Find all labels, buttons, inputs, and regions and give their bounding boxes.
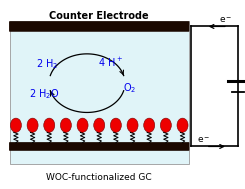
Ellipse shape: [127, 118, 138, 132]
Ellipse shape: [44, 118, 55, 132]
Ellipse shape: [160, 118, 171, 132]
Text: e$^-$: e$^-$: [219, 15, 232, 25]
Text: Counter Electrode: Counter Electrode: [49, 11, 149, 21]
Text: 4 H$^+$: 4 H$^+$: [98, 56, 123, 69]
Text: WOC-functionalized GC: WOC-functionalized GC: [46, 173, 152, 182]
Text: 2 H$_2$O: 2 H$_2$O: [29, 88, 60, 101]
Ellipse shape: [110, 118, 121, 132]
Text: O$_2$: O$_2$: [122, 81, 136, 95]
Ellipse shape: [94, 118, 105, 132]
Ellipse shape: [60, 118, 72, 132]
Bar: [10, 21, 189, 164]
FancyBboxPatch shape: [9, 142, 189, 151]
Ellipse shape: [144, 118, 155, 132]
Ellipse shape: [27, 118, 38, 132]
Ellipse shape: [77, 118, 88, 132]
Ellipse shape: [10, 118, 22, 132]
Ellipse shape: [177, 118, 188, 132]
FancyBboxPatch shape: [9, 21, 189, 32]
Text: 2 H$_2$: 2 H$_2$: [36, 57, 58, 71]
Text: e$^-$: e$^-$: [196, 135, 210, 145]
